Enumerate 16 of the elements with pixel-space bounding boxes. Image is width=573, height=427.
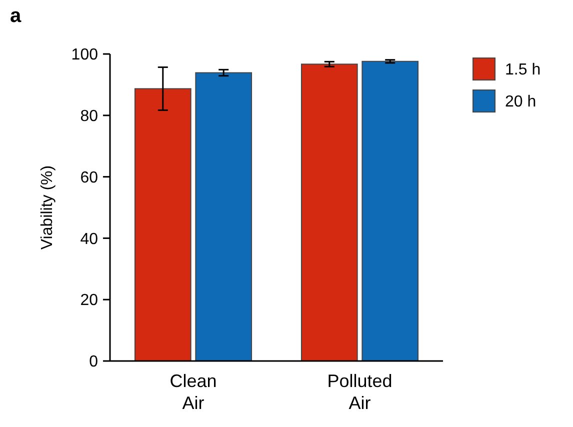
legend-label: 20 h	[505, 94, 536, 111]
legend-label: 1.5 h	[505, 62, 541, 79]
y-tick-label: 0	[89, 354, 98, 371]
text: a	[10, 5, 22, 27]
y-axis-title: Viability (%)	[39, 165, 56, 250]
x-tick-label: Clean Air	[170, 371, 217, 413]
x-tick-label: Polluted Air	[327, 371, 392, 413]
y-tick-label: 100	[71, 46, 98, 64]
bar	[362, 60, 419, 362]
y-tick-label: 60	[80, 169, 98, 186]
y-tick-label: 80	[80, 108, 98, 125]
y-tick-label: 20	[80, 292, 98, 310]
bar	[134, 88, 192, 362]
y-tick-label: 40	[80, 230, 98, 248]
bar	[300, 64, 358, 362]
bar	[195, 72, 252, 362]
